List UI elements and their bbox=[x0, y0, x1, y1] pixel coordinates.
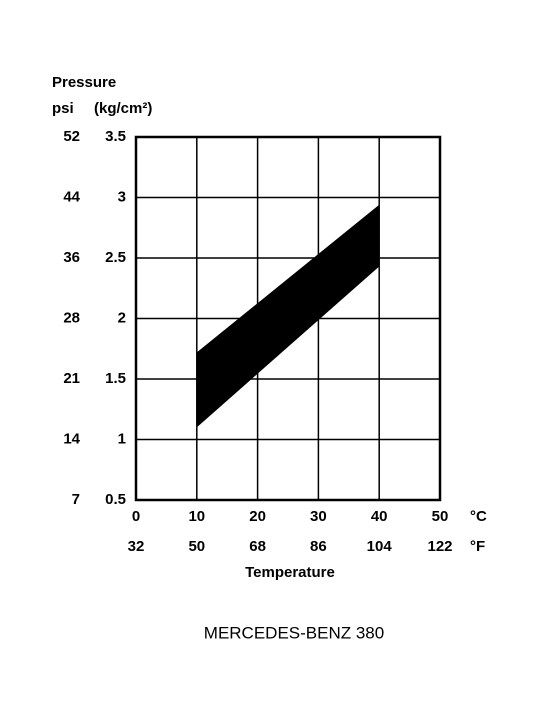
y-unit-psi: psi bbox=[52, 100, 74, 117]
x-tick-label-f: 68 bbox=[249, 538, 266, 555]
y-tick-label-psi: 52 bbox=[63, 128, 80, 145]
x-tick-label: 0 bbox=[132, 508, 140, 525]
x-title: Temperature bbox=[245, 564, 335, 581]
x-tick-label: 50 bbox=[432, 508, 449, 525]
x-tick-label-f: 104 bbox=[367, 538, 393, 555]
y-tick-label: 1.5 bbox=[105, 370, 126, 387]
y-tick-label: 0.5 bbox=[105, 491, 126, 508]
pressure-band bbox=[196, 204, 380, 428]
y-tick-label-psi: 36 bbox=[63, 249, 80, 266]
y-title: Pressure bbox=[52, 74, 116, 91]
y-tick-label: 3.5 bbox=[105, 128, 126, 145]
x-tick-label: 20 bbox=[249, 508, 266, 525]
y-tick-label: 2 bbox=[118, 309, 126, 326]
x-tick-label: 40 bbox=[371, 508, 388, 525]
y-tick-label: 3 bbox=[118, 188, 126, 205]
x-tick-label: 10 bbox=[188, 508, 205, 525]
x-unit-f: °F bbox=[470, 538, 485, 555]
caption: MERCEDES-BENZ 380 bbox=[204, 623, 384, 642]
x-tick-label-f: 32 bbox=[128, 538, 145, 555]
x-tick-label: 30 bbox=[310, 508, 327, 525]
y-tick-label-psi: 7 bbox=[72, 491, 80, 508]
x-tick-label-f: 86 bbox=[310, 538, 327, 555]
y-tick-label-psi: 14 bbox=[63, 430, 80, 447]
x-tick-label-f: 122 bbox=[427, 538, 452, 555]
y-tick-label-psi: 44 bbox=[63, 188, 80, 205]
plot-frame bbox=[134, 135, 442, 502]
y-tick-label-psi: 21 bbox=[63, 370, 80, 387]
y-tick-label: 2.5 bbox=[105, 249, 126, 266]
y-unit-kg: (kg/cm²) bbox=[94, 100, 152, 117]
y-tick-label-psi: 28 bbox=[63, 309, 80, 326]
x-tick-label-f: 50 bbox=[188, 538, 205, 555]
x-unit-c: °C bbox=[470, 508, 487, 525]
y-tick-label: 1 bbox=[118, 430, 126, 447]
